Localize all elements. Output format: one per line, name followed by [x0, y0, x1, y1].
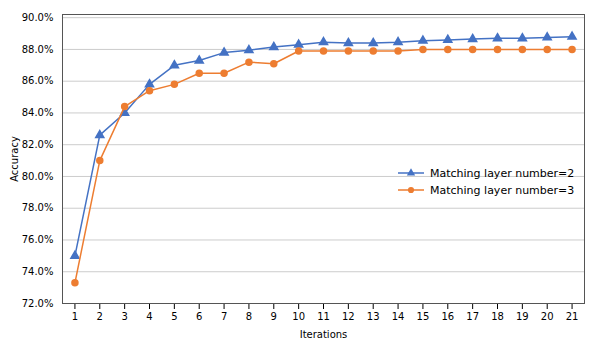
svg-text:21: 21	[566, 311, 579, 322]
svg-text:9: 9	[271, 311, 277, 322]
svg-text:11: 11	[317, 311, 330, 322]
svg-text:18: 18	[491, 311, 504, 322]
svg-text:76.0%: 76.0%	[22, 234, 54, 245]
svg-text:74.0%: 74.0%	[22, 266, 54, 277]
svg-text:17: 17	[466, 311, 479, 322]
svg-text:15: 15	[417, 311, 430, 322]
svg-text:8: 8	[246, 311, 252, 322]
svg-text:3: 3	[121, 311, 127, 322]
svg-text:1: 1	[72, 311, 78, 322]
svg-text:Iterations: Iterations	[300, 329, 348, 340]
svg-text:10: 10	[292, 311, 305, 322]
svg-text:14: 14	[392, 311, 405, 322]
svg-text:5: 5	[171, 311, 177, 322]
svg-text:80.0%: 80.0%	[22, 171, 54, 182]
svg-text:72.0%: 72.0%	[22, 298, 54, 309]
svg-text:2: 2	[97, 311, 103, 322]
svg-text:7: 7	[221, 311, 227, 322]
svg-text:78.0%: 78.0%	[22, 202, 54, 213]
svg-text:82.0%: 82.0%	[22, 139, 54, 150]
html-text:Matching layer number=2: Matching layer number=2	[430, 166, 575, 180]
svg-text:6: 6	[196, 311, 202, 322]
svg-text:16: 16	[441, 311, 454, 322]
svg-text:20: 20	[541, 311, 554, 322]
svg-text:88.0%: 88.0%	[22, 44, 54, 55]
svg-text:4: 4	[146, 311, 152, 322]
html-text:Matching layer number=3: Matching layer number=3	[430, 183, 575, 197]
svg-text:Accuracy: Accuracy	[9, 136, 20, 182]
svg-text:19: 19	[516, 311, 529, 322]
svg-text:84.0%: 84.0%	[22, 107, 54, 118]
svg-text:90.0%: 90.0%	[22, 12, 54, 23]
svg-text:86.0%: 86.0%	[22, 75, 54, 86]
svg-text:13: 13	[367, 311, 380, 322]
svg-text:12: 12	[342, 311, 355, 322]
